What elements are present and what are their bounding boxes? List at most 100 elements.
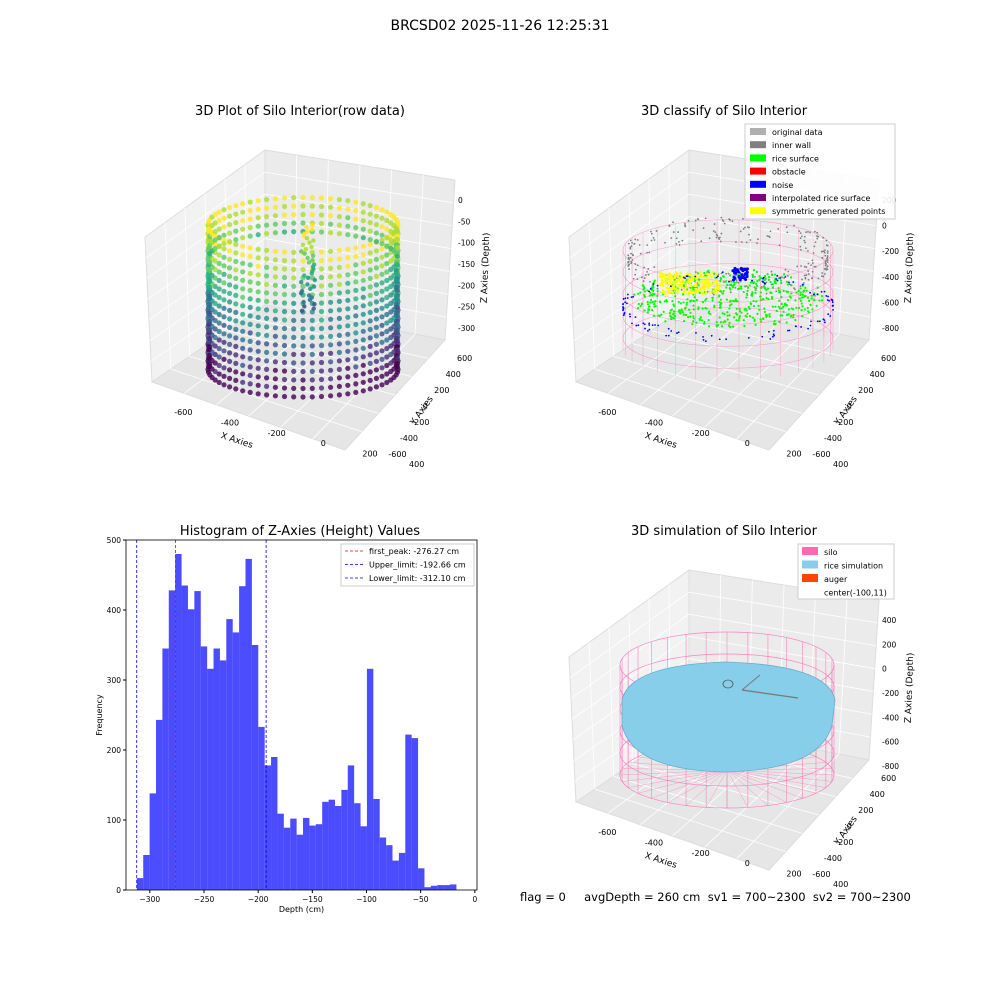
inner-wall-point — [694, 271, 697, 273]
symmetric-point — [712, 281, 715, 285]
data-point — [353, 199, 359, 205]
noise-point — [648, 324, 651, 326]
histogram-bar — [207, 668, 214, 890]
data-point — [301, 299, 306, 305]
rice-surface-point — [752, 305, 756, 308]
noise-point — [762, 277, 764, 280]
inner-wall-point — [814, 265, 817, 268]
rice-surface-point — [692, 320, 695, 323]
data-point — [360, 218, 366, 224]
data-point — [227, 316, 233, 322]
z-tick-label: -200 — [458, 281, 475, 290]
inner-wall-point — [643, 266, 646, 269]
data-point — [353, 262, 359, 268]
data-point — [216, 303, 222, 309]
inner-wall-point — [632, 277, 635, 280]
data-point — [221, 207, 227, 213]
rice-surface-point — [774, 305, 777, 308]
rice-surface-point — [760, 286, 763, 290]
rice-surface-point — [753, 281, 756, 284]
rice-surface-point — [674, 295, 677, 298]
data-point — [384, 226, 390, 232]
inner-wall-point — [700, 240, 703, 243]
rice-surface-point — [753, 286, 756, 289]
legend-swatch — [750, 180, 766, 188]
rice-surface-point — [762, 317, 765, 320]
noise-point — [622, 303, 624, 306]
inner-wall-point — [628, 268, 630, 271]
rice-surface-point — [804, 286, 807, 289]
data-point — [240, 362, 246, 368]
rice-surface-point — [642, 288, 645, 291]
rice-surface-point — [673, 310, 676, 313]
data-point — [272, 299, 278, 305]
noise-point — [695, 332, 697, 334]
data-point — [384, 303, 390, 309]
data-point — [345, 297, 351, 303]
inner-wall-point — [821, 272, 824, 274]
noise-point — [715, 276, 718, 279]
noise-point — [745, 275, 749, 279]
rice-surface-point — [663, 300, 666, 303]
data-point — [336, 222, 342, 228]
x-tick-label: -400 — [645, 839, 663, 848]
inner-wall-point — [821, 256, 824, 259]
data-point — [318, 257, 325, 264]
rice-surface-point — [778, 320, 781, 323]
grid-line — [688, 591, 878, 624]
z-tick-label: -200 — [882, 247, 899, 256]
rice-surface-point — [759, 295, 762, 298]
data-point — [281, 308, 288, 315]
inner-wall-point — [681, 239, 684, 242]
data-point — [336, 366, 342, 372]
inner-wall-point — [668, 224, 671, 227]
rice-surface-point — [720, 302, 723, 305]
noise-point — [738, 276, 742, 280]
data-point — [373, 341, 379, 347]
data-point — [345, 323, 351, 329]
data-point — [281, 359, 288, 366]
noise-point — [657, 324, 660, 327]
histogram-bar — [136, 878, 144, 890]
rice-surface-point — [755, 284, 759, 288]
y-tick-label: -200 — [835, 838, 853, 847]
data-point — [345, 263, 351, 269]
inner-wall-point — [675, 242, 678, 245]
inner-wall-point — [817, 277, 820, 280]
data-point — [300, 326, 306, 332]
rice-surface-point — [637, 302, 640, 306]
rice-surface-point — [770, 297, 774, 300]
symmetric-point — [698, 288, 702, 292]
rice-surface-point — [780, 295, 783, 298]
data-point — [212, 237, 218, 243]
x-tick-label: 400 — [409, 460, 424, 469]
data-point — [373, 324, 379, 330]
data-point — [373, 239, 379, 245]
data-point — [255, 280, 261, 286]
data-point — [318, 229, 325, 235]
rice-surface-point — [740, 287, 743, 290]
data-point — [216, 320, 222, 326]
inner-wall-point — [745, 241, 748, 244]
z-tick-label: -50 — [458, 217, 470, 226]
rice-surface-point — [745, 296, 748, 299]
data-point — [233, 309, 239, 315]
rice-surface-point — [692, 308, 695, 311]
inner-wall-point — [720, 232, 723, 235]
symmetric-point — [684, 282, 688, 285]
data-point — [221, 297, 227, 303]
legend-label: rice simulation — [824, 562, 883, 571]
data-point — [216, 209, 222, 215]
data-point — [384, 286, 390, 292]
data-point — [318, 283, 325, 289]
data-point — [388, 351, 394, 358]
rice-surface-point — [755, 282, 758, 285]
data-point — [272, 291, 278, 297]
inner-wall-point — [677, 231, 680, 233]
data-point — [379, 297, 385, 303]
rice-surface-point — [653, 314, 656, 317]
noise-point — [832, 304, 834, 307]
inner-wall-point — [816, 231, 819, 234]
rice-surface-point — [821, 299, 824, 302]
